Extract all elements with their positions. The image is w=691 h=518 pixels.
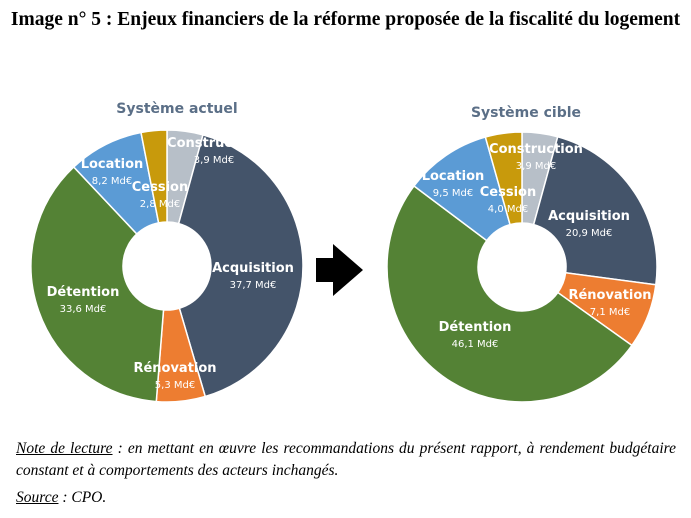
slice-value-renovation: 7,1 Md€ xyxy=(590,307,630,318)
slice-label-construction: Construction xyxy=(167,136,261,151)
slice-label-acquisition: Acquisition xyxy=(212,261,294,276)
slice-label-cession: Cession xyxy=(480,185,536,200)
slice-value-location: 9,5 Md€ xyxy=(433,188,473,199)
slice-value-detention: 46,1 Md€ xyxy=(452,339,499,350)
slice-label-location: Location xyxy=(422,169,485,184)
slice-label-cession: Cession xyxy=(132,180,188,195)
slice-detention xyxy=(386,184,633,403)
chart-title-current: Système actuel xyxy=(116,101,237,117)
slice-value-acquisition: 20,9 Md€ xyxy=(566,228,613,239)
donut-charts: Système actuel Système cible Constructio… xyxy=(30,101,658,403)
slice-label-renovation: Rénovation xyxy=(133,361,216,376)
slice-value-cession: 4,0 Md€ xyxy=(488,204,528,215)
figure-title: Image n° 5 : Enjeux financiers de la réf… xyxy=(10,9,681,30)
slice-acquisition xyxy=(177,133,304,398)
note-label: Note de lecture xyxy=(16,440,113,457)
slice-detention xyxy=(30,165,165,403)
donut-target: Construction 3,9 Md€ Acquisition 20,9 Md€ Ré… xyxy=(386,131,658,403)
slice-label-renovation: Rénovation xyxy=(568,288,651,303)
slice-label-acquisition: Acquisition xyxy=(548,209,630,224)
slice-cession xyxy=(140,129,168,224)
slice-acquisition xyxy=(532,135,658,286)
slice-value-cession: 2,8 Md€ xyxy=(140,199,180,210)
source-line: Source : CPO. xyxy=(16,489,106,507)
slice-label-detention: Détention xyxy=(439,320,512,335)
slice-value-construction: 3,9 Md€ xyxy=(516,161,556,172)
slice-value-construction: 3,9 Md€ xyxy=(194,155,234,166)
slice-value-location: 8,2 Md€ xyxy=(92,176,132,187)
source-text: : CPO. xyxy=(58,489,107,506)
source-label: Source xyxy=(16,489,59,506)
donut-current: Construction 3,9 Md€ Acquisition 37,7 Md€ Ré… xyxy=(30,129,304,403)
slice-value-detention: 33,6 Md€ xyxy=(60,304,107,315)
chart-title-target: Système cible xyxy=(471,105,581,121)
right-arrow-icon xyxy=(316,244,363,296)
slice-label-construction: Construction xyxy=(489,142,583,157)
slice-cession xyxy=(484,131,523,226)
slice-value-acquisition: 37,7 Md€ xyxy=(230,280,277,291)
slice-label-location: Location xyxy=(81,157,144,172)
slice-label-detention: Détention xyxy=(47,285,120,300)
slice-value-renovation: 5,3 Md€ xyxy=(155,380,195,391)
reading-note: Note de lecture : en mettant en œuvre le… xyxy=(16,438,676,482)
note-text: : en mettant en œuvre les recommandation… xyxy=(16,440,676,479)
